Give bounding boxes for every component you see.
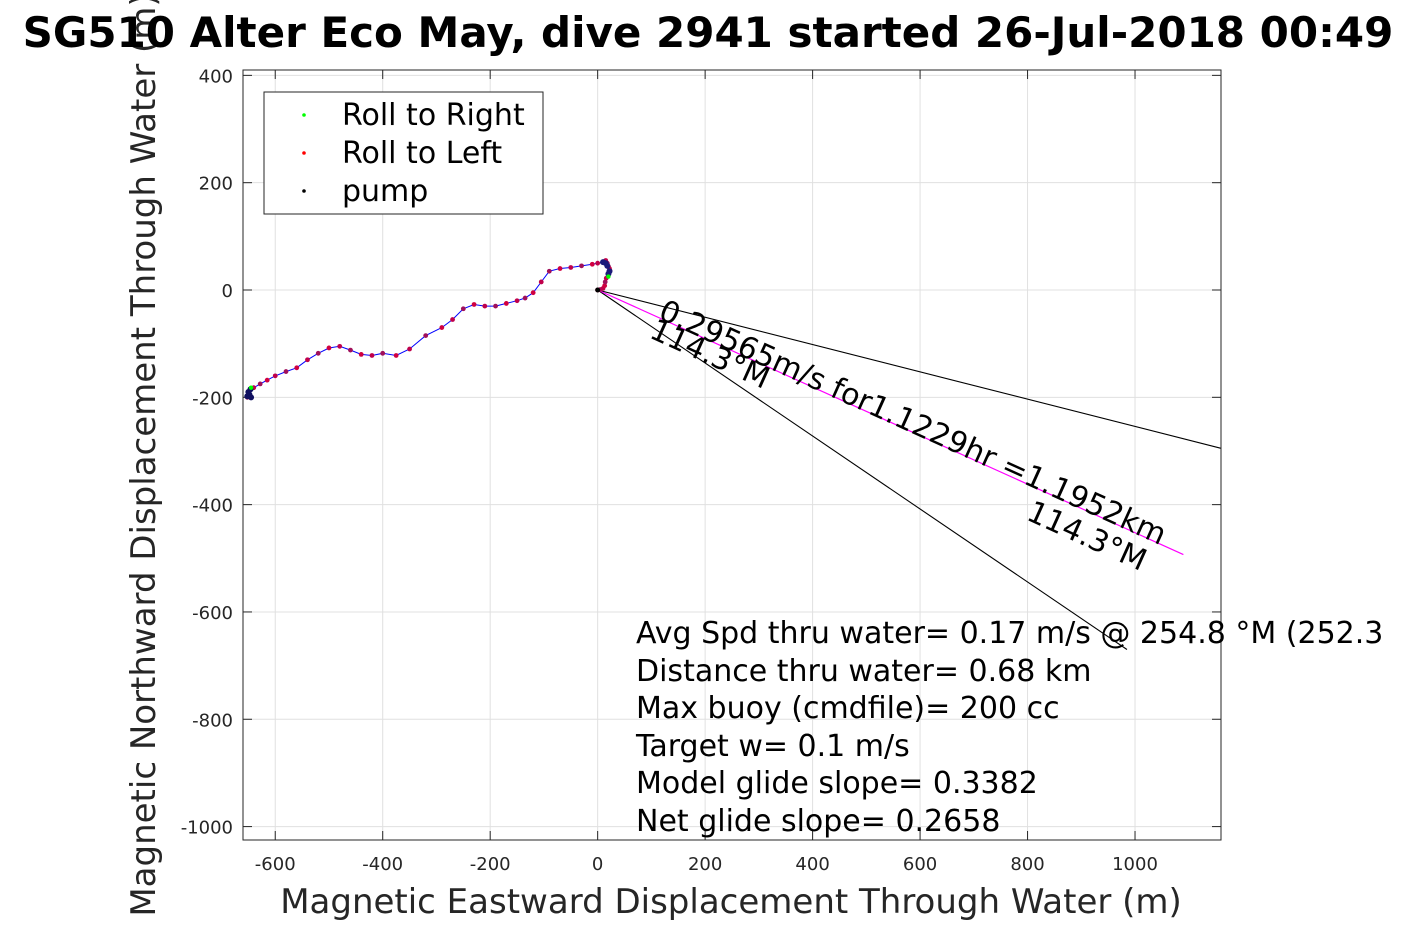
legend-box <box>263 91 544 215</box>
track-point <box>315 350 321 356</box>
track-point <box>557 266 563 271</box>
track-point <box>460 306 466 312</box>
y-tick-label: -1000 <box>181 818 233 839</box>
x-tick-label: 200 <box>688 854 722 875</box>
track-point <box>283 369 289 374</box>
track-point <box>482 303 488 309</box>
stat-distance: Distance thru water= 0.68 km <box>636 654 1091 689</box>
track-point <box>604 262 611 269</box>
track-point <box>514 298 520 304</box>
legend: Roll to Right Roll to Left pump <box>263 91 544 215</box>
x-tick-label: 0 <box>592 854 603 875</box>
stat-model-glide: Model glide slope= 0.3382 <box>636 766 1038 801</box>
plot-frame <box>242 69 1222 841</box>
track-point <box>423 333 429 339</box>
x-tick-label: -600 <box>255 854 296 875</box>
track-point <box>380 350 386 356</box>
track-point <box>337 343 343 349</box>
track-point <box>305 357 310 363</box>
x-tick-label: 400 <box>795 854 829 875</box>
legend-marker-pump <box>302 189 306 193</box>
y-tick-label: -200 <box>192 388 233 409</box>
x-tick-label: -400 <box>362 854 403 875</box>
track-point <box>600 259 607 266</box>
track-point <box>606 268 613 275</box>
reference-lines <box>597 289 1222 650</box>
track-point <box>439 325 445 330</box>
stat-max-buoy: Max buoy (cmdfile)= 200 cc <box>636 691 1060 726</box>
y-tick-label: -800 <box>192 710 233 731</box>
pump-point <box>595 287 601 293</box>
track-point <box>326 345 332 351</box>
track-point <box>294 365 300 371</box>
x-tick-label: 800 <box>1010 854 1044 875</box>
track-point <box>493 303 498 309</box>
track-point <box>264 377 270 383</box>
track-point <box>568 265 574 270</box>
x-tick-label: 600 <box>903 854 937 875</box>
track-point <box>369 353 375 358</box>
track-point <box>244 393 251 400</box>
legend-label-roll-left: Roll to Left <box>342 136 502 171</box>
track-point <box>503 301 509 306</box>
y-tick-label: -400 <box>192 496 233 517</box>
track-point <box>602 279 608 285</box>
track-point <box>272 373 278 379</box>
axis-ticks: -600 -400 -200 0 200 400 600 800 1000 400 200 0 -200… <box>181 66 1221 875</box>
stat-avg-speed: Avg Spd thru water= 0.17 m/s @ 254.8 °M … <box>636 616 1383 651</box>
legend-marker-roll-left <box>302 151 306 155</box>
roll-right-point <box>606 274 611 279</box>
x-tick-label: -200 <box>470 854 511 875</box>
track-point <box>407 346 412 352</box>
reference-line <box>597 289 1222 449</box>
x-tick-label: 1000 <box>1112 854 1158 875</box>
track-point <box>602 283 608 289</box>
legend-label-roll-right: Roll to Right <box>342 98 525 133</box>
track-point <box>257 381 263 387</box>
stat-target-w: Target w= 0.1 m/s <box>635 729 910 764</box>
legend-label-pump: pump <box>342 174 428 209</box>
track-point <box>589 261 595 267</box>
x-axis-label: Magnetic Eastward Displacement Through W… <box>280 882 1182 922</box>
dive-track <box>244 258 613 401</box>
track-point <box>530 290 536 296</box>
track-point <box>471 302 477 307</box>
y-tick-label: -600 <box>192 603 233 624</box>
track-point <box>393 353 399 358</box>
y-axis-label: Magnetic Northward Displacement Through … <box>124 0 164 917</box>
y-tick-label: 400 <box>199 66 233 87</box>
reference-line <box>597 289 1184 556</box>
chart-title: SG510 Alter Eco May, dive 2941 started 2… <box>23 8 1394 57</box>
stat-net-glide: Net glide slope= 0.2658 <box>636 804 1000 839</box>
roll-right-point <box>248 385 254 390</box>
legend-marker-roll-right <box>302 113 306 117</box>
track-point <box>579 263 584 269</box>
track-point <box>348 347 353 353</box>
y-tick-label: 200 <box>199 174 233 195</box>
reference-line <box>597 289 1128 650</box>
track-point <box>358 351 364 357</box>
track-point <box>538 279 544 285</box>
y-tick-label: 0 <box>222 281 233 302</box>
track-point <box>546 268 552 274</box>
track-point <box>450 317 455 322</box>
track-point <box>522 295 528 301</box>
track-point <box>595 260 601 266</box>
stats-block: Avg Spd thru water= 0.17 m/s @ 254.8 °M … <box>635 616 1383 839</box>
